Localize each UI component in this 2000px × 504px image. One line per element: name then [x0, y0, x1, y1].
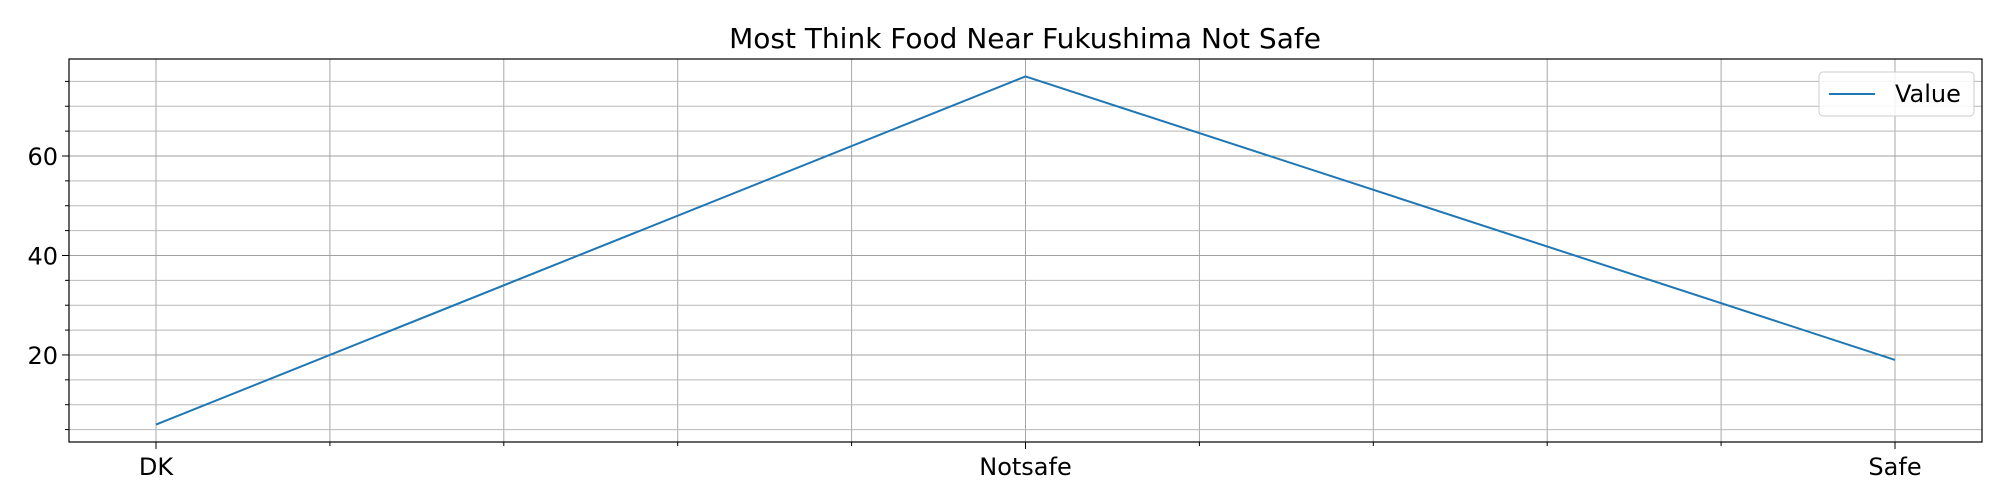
legend-label: Value	[1895, 80, 1961, 108]
axes: 20 40 60 DK Notsafe Safe	[27, 80, 1922, 481]
grid-lines	[69, 59, 1982, 442]
x-tick-label: DK	[139, 453, 174, 481]
series-lines	[155, 75, 1896, 426]
chart-title: Most Think Food Near Fukushima Not Safe	[729, 22, 1321, 55]
y-tick-label: 40	[27, 242, 58, 270]
y-tick-label: 60	[27, 143, 58, 171]
legend: Value	[1818, 71, 1975, 117]
series-line	[155, 75, 1896, 426]
y-tick-label: 20	[27, 342, 58, 370]
x-tick-label: Notsafe	[979, 453, 1071, 481]
x-tick-label: Safe	[1868, 453, 1921, 481]
legend-box	[1818, 71, 1975, 117]
